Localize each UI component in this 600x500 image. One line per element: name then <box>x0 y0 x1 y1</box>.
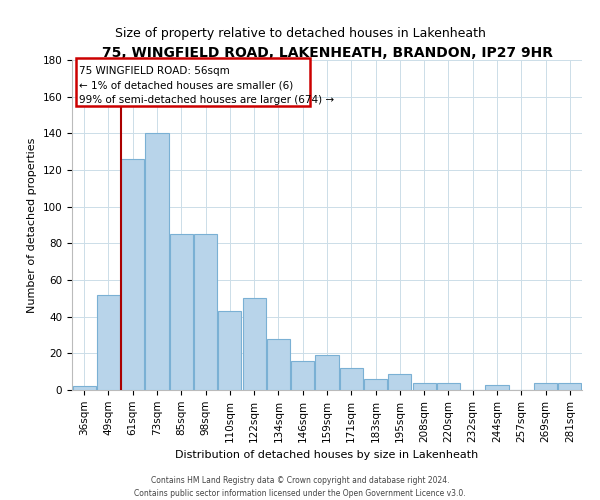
Text: Size of property relative to detached houses in Lakenheath: Size of property relative to detached ho… <box>115 28 485 40</box>
Bar <box>97 294 120 390</box>
Text: Contains HM Land Registry data © Crown copyright and database right 2024.
Contai: Contains HM Land Registry data © Crown c… <box>134 476 466 498</box>
Bar <box>485 384 509 390</box>
Bar <box>73 386 95 390</box>
Bar <box>413 382 436 390</box>
Bar <box>437 382 460 390</box>
Bar <box>364 379 387 390</box>
Bar <box>316 355 338 390</box>
Bar <box>145 134 169 390</box>
FancyBboxPatch shape <box>76 58 310 106</box>
Text: 75 WINGFIELD ROAD: 56sqm: 75 WINGFIELD ROAD: 56sqm <box>79 66 230 76</box>
Text: 99% of semi-detached houses are larger (674) →: 99% of semi-detached houses are larger (… <box>79 95 334 105</box>
Bar <box>559 382 581 390</box>
Bar <box>218 311 241 390</box>
Bar <box>267 338 290 390</box>
Bar <box>388 374 412 390</box>
Bar <box>170 234 193 390</box>
Title: 75, WINGFIELD ROAD, LAKENHEATH, BRANDON, IP27 9HR: 75, WINGFIELD ROAD, LAKENHEATH, BRANDON,… <box>101 46 553 60</box>
Y-axis label: Number of detached properties: Number of detached properties <box>27 138 37 312</box>
Bar <box>121 159 144 390</box>
Text: ← 1% of detached houses are smaller (6): ← 1% of detached houses are smaller (6) <box>79 80 293 90</box>
Bar <box>340 368 363 390</box>
Bar <box>534 382 557 390</box>
Bar <box>194 234 217 390</box>
X-axis label: Distribution of detached houses by size in Lakenheath: Distribution of detached houses by size … <box>175 450 479 460</box>
Bar <box>291 360 314 390</box>
Bar <box>242 298 266 390</box>
